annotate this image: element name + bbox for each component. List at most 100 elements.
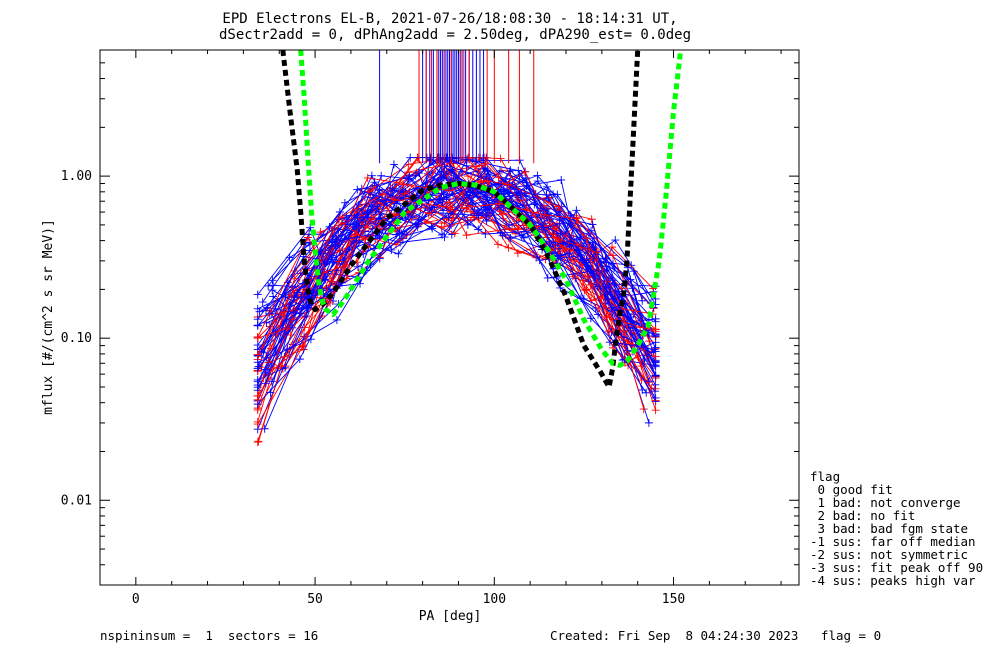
flux-point xyxy=(377,171,386,180)
flag-legend: flag 0 good fit 1 bad: not converge 2 ba… xyxy=(810,469,983,588)
flux-point xyxy=(650,361,659,370)
flux-trace xyxy=(257,176,643,369)
flux-point xyxy=(481,230,490,239)
flux-point xyxy=(258,298,267,307)
flux-point xyxy=(438,230,447,239)
flux-point xyxy=(406,153,415,162)
flux-point xyxy=(253,321,262,330)
legend-item: 0 good fit xyxy=(810,482,893,497)
flux-point xyxy=(364,187,373,196)
flux-point xyxy=(514,166,523,175)
flux-point xyxy=(472,162,481,171)
flux-point xyxy=(579,294,588,303)
flux-point xyxy=(261,365,270,374)
flux-point xyxy=(444,213,453,222)
flux-point xyxy=(253,438,262,447)
flux-point xyxy=(651,317,660,326)
flux-traces xyxy=(253,153,660,447)
flux-point xyxy=(442,193,451,202)
flux-trace xyxy=(257,202,649,425)
flux-point xyxy=(253,420,262,429)
flux-point xyxy=(605,327,614,336)
legend-item: -4 sus: peaks high var xyxy=(810,573,976,588)
flux-point xyxy=(337,218,346,227)
flux-point xyxy=(295,355,304,364)
flux-point xyxy=(255,307,264,316)
flux-point xyxy=(651,327,660,336)
flux-point xyxy=(281,363,290,372)
flux-point xyxy=(388,184,397,193)
flux-point xyxy=(458,203,467,212)
pa-markers xyxy=(379,50,535,164)
flux-point xyxy=(253,350,262,359)
flux-point xyxy=(415,169,424,178)
flux-point xyxy=(370,178,379,187)
legend-item: 2 bad: no fit xyxy=(810,508,915,523)
flux-point xyxy=(303,303,312,312)
footer-created: Created: Fri Sep 8 04:24:30 2023 flag = … xyxy=(550,628,881,643)
flux-point xyxy=(328,277,337,286)
flux-point xyxy=(363,173,372,182)
flux-point xyxy=(651,380,660,389)
flux-point xyxy=(253,290,262,299)
flux-point xyxy=(651,352,660,361)
flux-point xyxy=(480,164,489,173)
flux-point xyxy=(334,257,343,266)
flux-point xyxy=(589,269,598,278)
flux-point xyxy=(496,228,505,237)
flux-point xyxy=(639,405,648,414)
flux-trace xyxy=(266,174,646,331)
flux-point xyxy=(521,167,530,176)
flux-point xyxy=(404,168,413,177)
flux-point xyxy=(268,276,277,285)
flux-point xyxy=(335,207,344,216)
legend-item: -3 sus: fit peak off 90 xyxy=(810,560,983,575)
flux-point xyxy=(438,197,447,206)
flux-point xyxy=(463,220,472,229)
legend-item: 1 bad: not converge xyxy=(810,495,961,510)
flux-point xyxy=(319,249,328,258)
flux-point xyxy=(297,293,306,302)
black-fit-curve xyxy=(280,49,641,390)
flux-point xyxy=(450,229,459,238)
flux-point xyxy=(551,233,560,242)
flux-point xyxy=(482,217,491,226)
flux-point xyxy=(495,199,504,208)
flux-point xyxy=(481,159,490,168)
legend-item: -1 sus: far off median xyxy=(810,534,976,549)
flux-point xyxy=(645,337,654,346)
flux-point xyxy=(303,233,312,242)
flux-point xyxy=(306,223,315,232)
flux-point xyxy=(540,210,549,219)
flux-point xyxy=(651,371,660,380)
flux-point xyxy=(387,245,396,254)
flux-point xyxy=(638,296,647,305)
flux-point xyxy=(499,214,508,223)
flux-point xyxy=(651,406,660,415)
flux-point xyxy=(506,234,515,243)
flux-point xyxy=(497,201,506,210)
flux-trace xyxy=(257,164,657,443)
flux-point xyxy=(459,194,468,203)
flux-point xyxy=(378,190,387,199)
flux-point xyxy=(542,190,551,199)
flux-point xyxy=(588,220,597,229)
flux-point xyxy=(268,286,277,295)
flux-point xyxy=(293,288,302,297)
flux-point xyxy=(408,213,417,222)
flux-point xyxy=(496,154,505,163)
x-tick-label: 100 xyxy=(483,592,506,607)
plot-frame xyxy=(99,49,800,586)
flux-point xyxy=(582,234,591,243)
flux-point xyxy=(253,391,262,400)
flux-point xyxy=(592,248,601,257)
y-tick-label: 1.00 xyxy=(61,169,92,184)
flux-point xyxy=(535,256,544,265)
flux-point xyxy=(611,236,620,245)
flux-point xyxy=(353,213,362,222)
flux-point xyxy=(504,243,513,252)
flux-point xyxy=(389,160,398,169)
flux-point xyxy=(316,228,325,237)
flux-point xyxy=(494,240,503,249)
